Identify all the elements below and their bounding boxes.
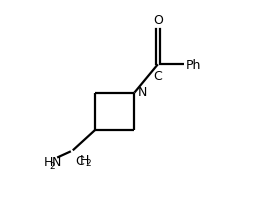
Text: N: N [52, 155, 61, 168]
Text: N: N [138, 86, 147, 99]
Text: Ph: Ph [186, 59, 201, 71]
Text: H: H [80, 153, 89, 166]
Text: C: C [153, 70, 162, 83]
Text: 2: 2 [49, 161, 54, 170]
Text: H: H [43, 155, 53, 168]
Text: O: O [153, 14, 163, 27]
Text: C: C [75, 154, 84, 167]
Text: 2: 2 [86, 158, 91, 167]
